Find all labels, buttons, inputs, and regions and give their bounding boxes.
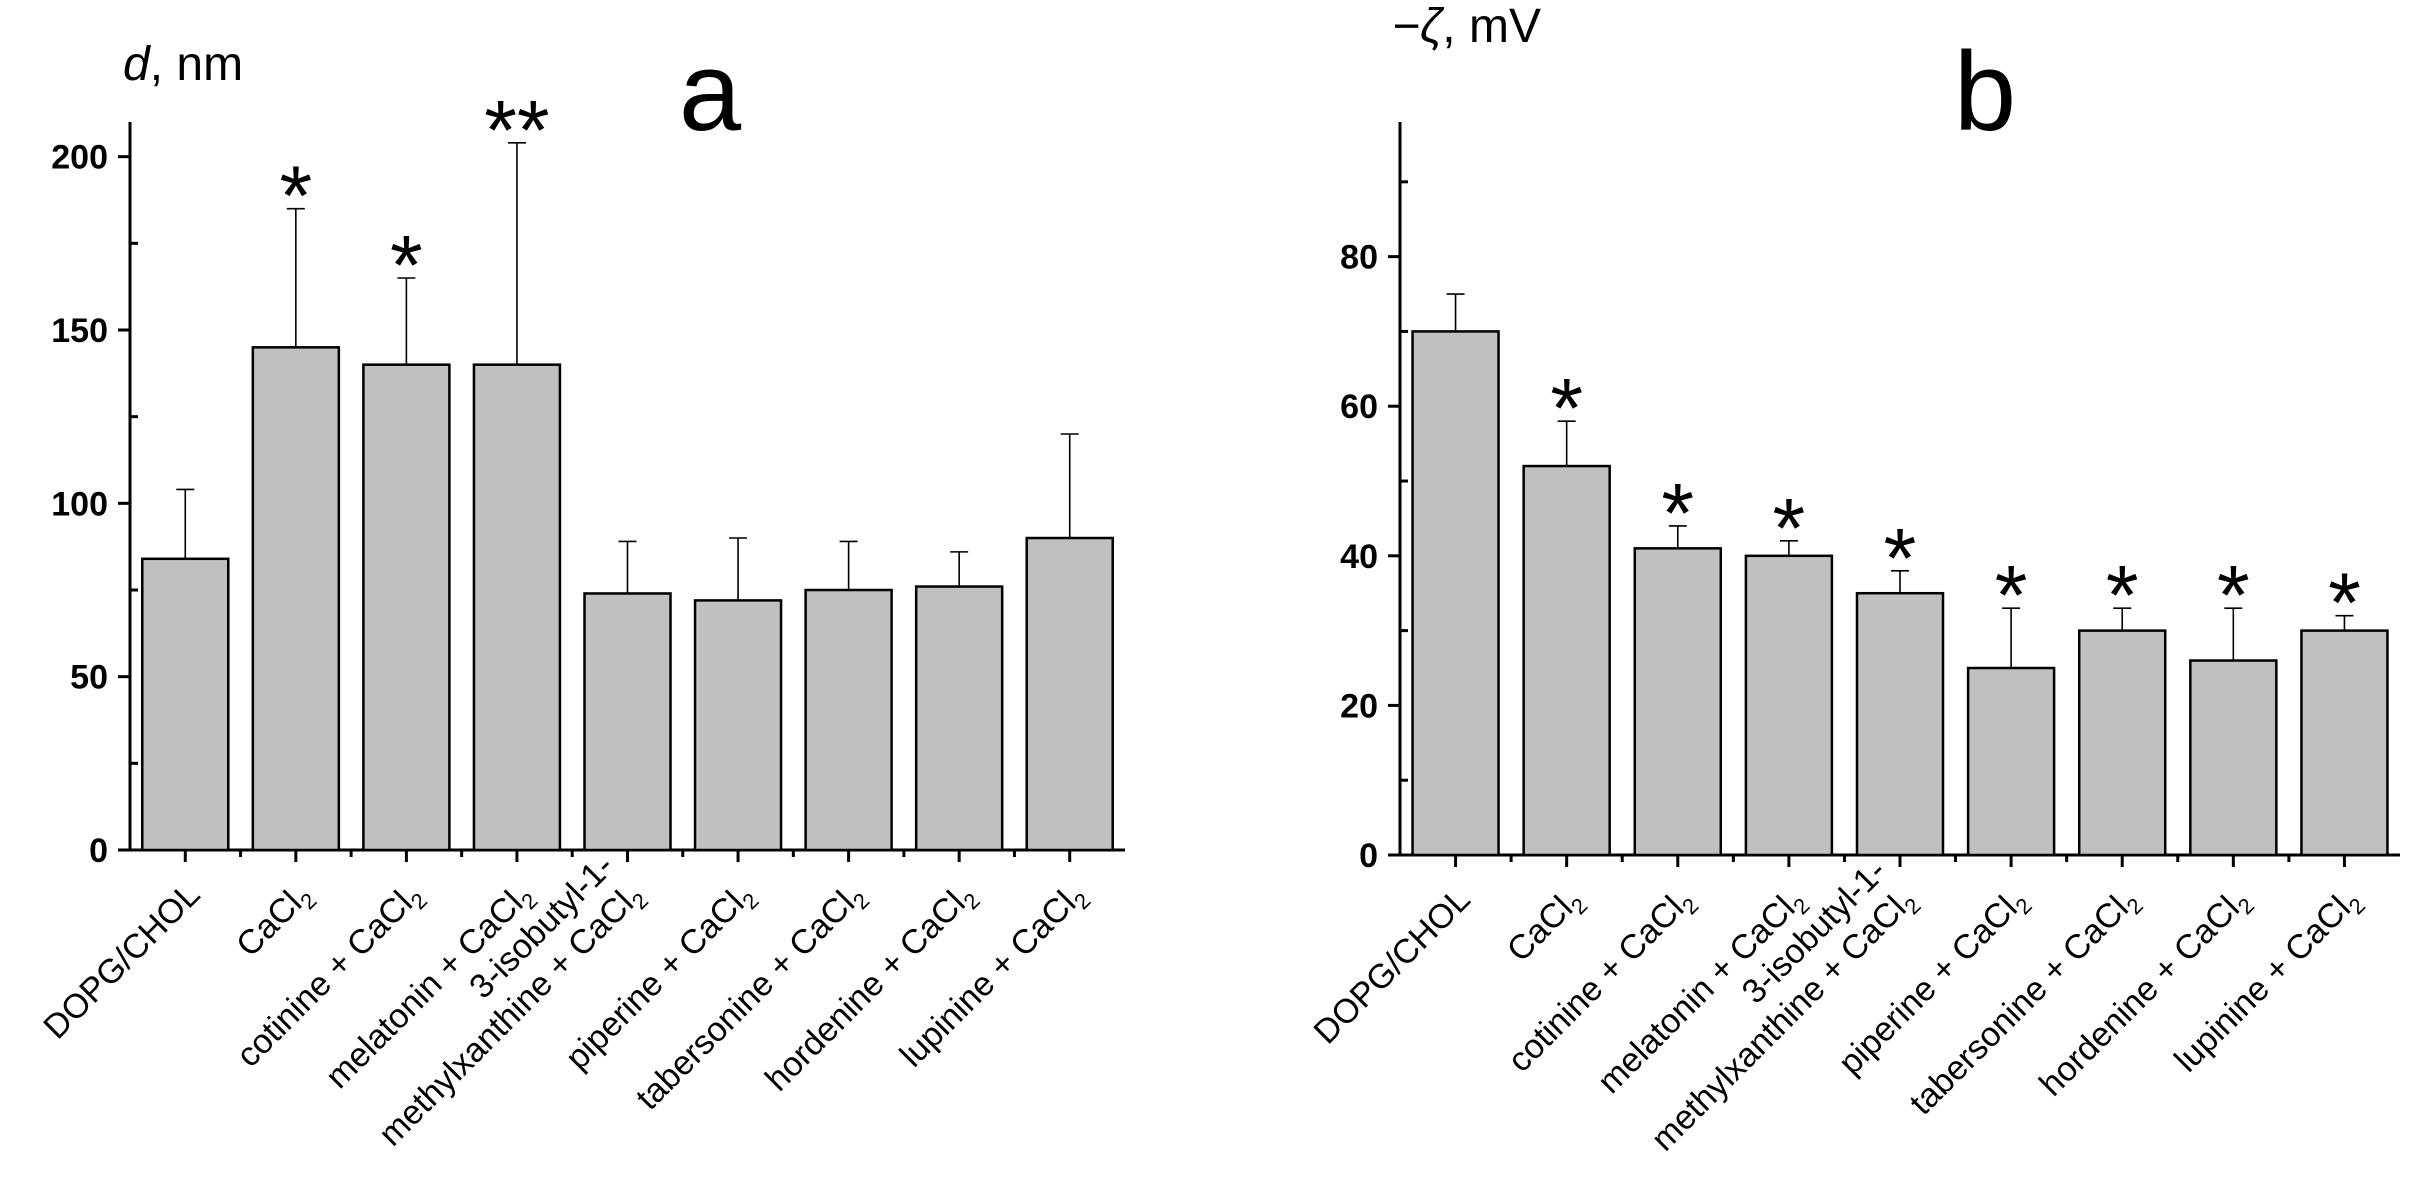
bar [1855,591,1945,857]
bar [141,557,230,852]
category-label-text: tabersonine + CaCl [629,884,862,1117]
y-axis-symbol: d [123,38,151,91]
y-tick-label: 20 [1340,687,1378,725]
bar [1966,666,2056,857]
category-label-line: CaCl2 [1500,880,1593,973]
significance-marker: * [279,149,312,243]
y-tick-label: 40 [1340,538,1378,576]
y-tick-label: 50 [70,659,108,697]
significance-marker: * [2217,548,2250,642]
bar [2077,629,2167,857]
significance-marker: * [2328,556,2361,650]
y-axis-label: d, nm [123,38,243,91]
y-tick-label: 100 [51,485,108,523]
bar [1025,536,1114,852]
category-label-line: melatonin + CaCl2 [318,875,542,1099]
x-tick-label: melatonin + CaCl2 [318,875,542,1099]
panel-label: a [679,29,742,154]
x-tick-label: DOPG/CHOL [36,875,207,1046]
y-tick-label: 0 [89,832,108,870]
bar [1522,464,1611,857]
y-tick-label: 80 [1340,239,1378,277]
y-tick-label: 60 [1340,388,1378,426]
category-label-text: tabersonine + CaCl [1902,889,2135,1122]
significance-marker: * [1884,511,1917,605]
category-label-text: hordenine + CaCl [2032,889,2247,1104]
x-tick-label: CaCl2 [229,875,322,968]
bar [362,363,451,852]
significance-marker: * [1550,361,1583,455]
category-label-line: melatonin + CaCl2 [1590,880,1814,1104]
category-label-line: DOPG/CHOL [1307,880,1478,1051]
category-label-text: hordenine + CaCl [758,884,973,1099]
x-tick-label: piperine + CaCl2 [1831,880,2036,1085]
x-tick-label: CaCl2 [1500,880,1593,973]
y-axis-unit: , mV [1442,0,1541,53]
bar [693,599,783,852]
significance-marker: * [2106,548,2139,642]
significance-marker: * [1661,466,1694,560]
panel-label: b [1954,29,2016,154]
y-tick-label: 0 [1359,837,1378,875]
bar [1744,554,1834,857]
category-label-line: piperine + CaCl2 [1831,880,2036,1085]
x-tick-label: DOPG/CHOL [1307,880,1478,1051]
bar [251,346,341,852]
bar [583,592,672,852]
category-label-text: DOPG/CHOL [1307,880,1478,1051]
significance-marker: * [1773,481,1806,575]
significance-marker: * [1995,548,2028,642]
category-label-line: CaCl2 [229,875,322,968]
bar [2300,629,2389,857]
y-axis-symbol: −ζ [1392,0,1445,53]
category-label-line: DOPG/CHOL [36,875,207,1046]
bar [2189,659,2278,857]
bar [804,588,893,852]
y-tick-label: 150 [51,312,108,350]
y-axis-unit: , nm [150,38,243,91]
y-axis-label: −ζ, mV [1392,0,1541,53]
bar [1411,330,1500,857]
bar [1633,547,1723,857]
y-tick-label: 200 [51,139,108,177]
bar [914,585,1004,852]
significance-marker: * [390,218,423,312]
x-tick-label: melatonin + CaCl2 [1590,880,1814,1104]
significance-marker: ** [484,83,549,177]
category-label-text: DOPG/CHOL [36,875,207,1046]
bar [472,363,562,852]
